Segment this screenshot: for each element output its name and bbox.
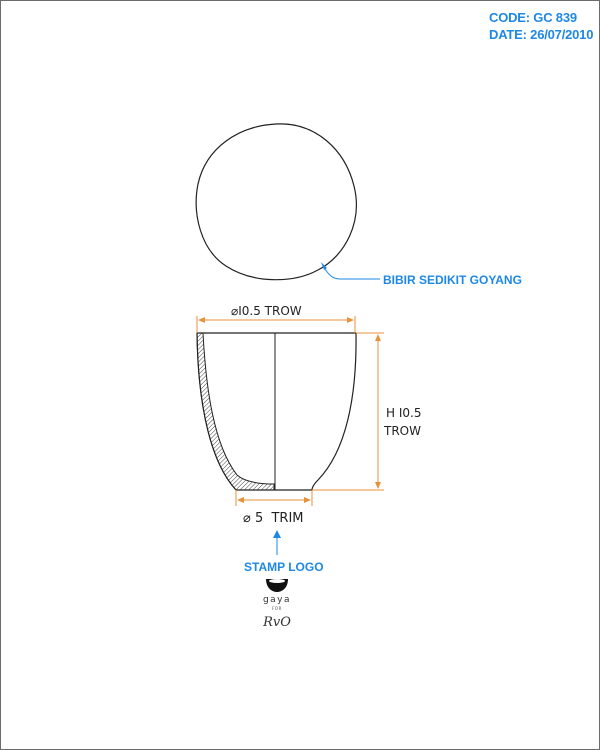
height-dimension: H I0.5 TROW [312,332,421,491]
top-diameter-dimension: ⌀I0.5 TROW [196,304,356,333]
drawing-date: DATE: 26/07/2010 [489,27,594,42]
rim-note-leader [322,265,380,280]
stamp-logo-callout: STAMP LOGO [244,530,324,574]
top-dim-arrow-left [198,317,205,323]
rim-note-arrowhead [321,262,327,270]
top-diameter-label: ⌀I0.5 TROW [231,304,302,318]
base-diameter-dimension: ⌀ 5 TRIM [235,490,313,526]
height-label-line2: TROW [383,424,421,438]
logo-client: RvO [262,615,291,630]
side-view-cup [196,332,357,491]
base-dim-arrow-left [237,497,244,503]
top-view-rim [195,123,357,281]
height-arrow-bottom [375,482,381,489]
base-dim-arrow-right [304,497,311,503]
drawing-code: CODE: GC 839 [489,10,577,25]
logo-brand: gaya [263,595,291,605]
stamp-note: STAMP LOGO [244,560,324,574]
rim-note: BIBIR SEDIKIT GOYANG [383,273,522,287]
drawing-info: CODE: GC 839 DATE: 26/07/2010 [489,9,593,43]
base-diameter-label: ⌀ 5 TRIM [243,511,304,526]
stamp-arrowhead [273,530,281,538]
logo-bowl-rim [269,579,285,583]
top-dim-arrow-right [347,317,354,323]
gaya-logo: gaya FOR RvO [262,579,291,630]
height-arrow-top [375,334,381,341]
logo-for: FOR [272,606,282,611]
cup-outline [196,332,357,491]
height-label-line1: H I0.5 [386,406,421,420]
wall-section-hatch [196,332,275,491]
